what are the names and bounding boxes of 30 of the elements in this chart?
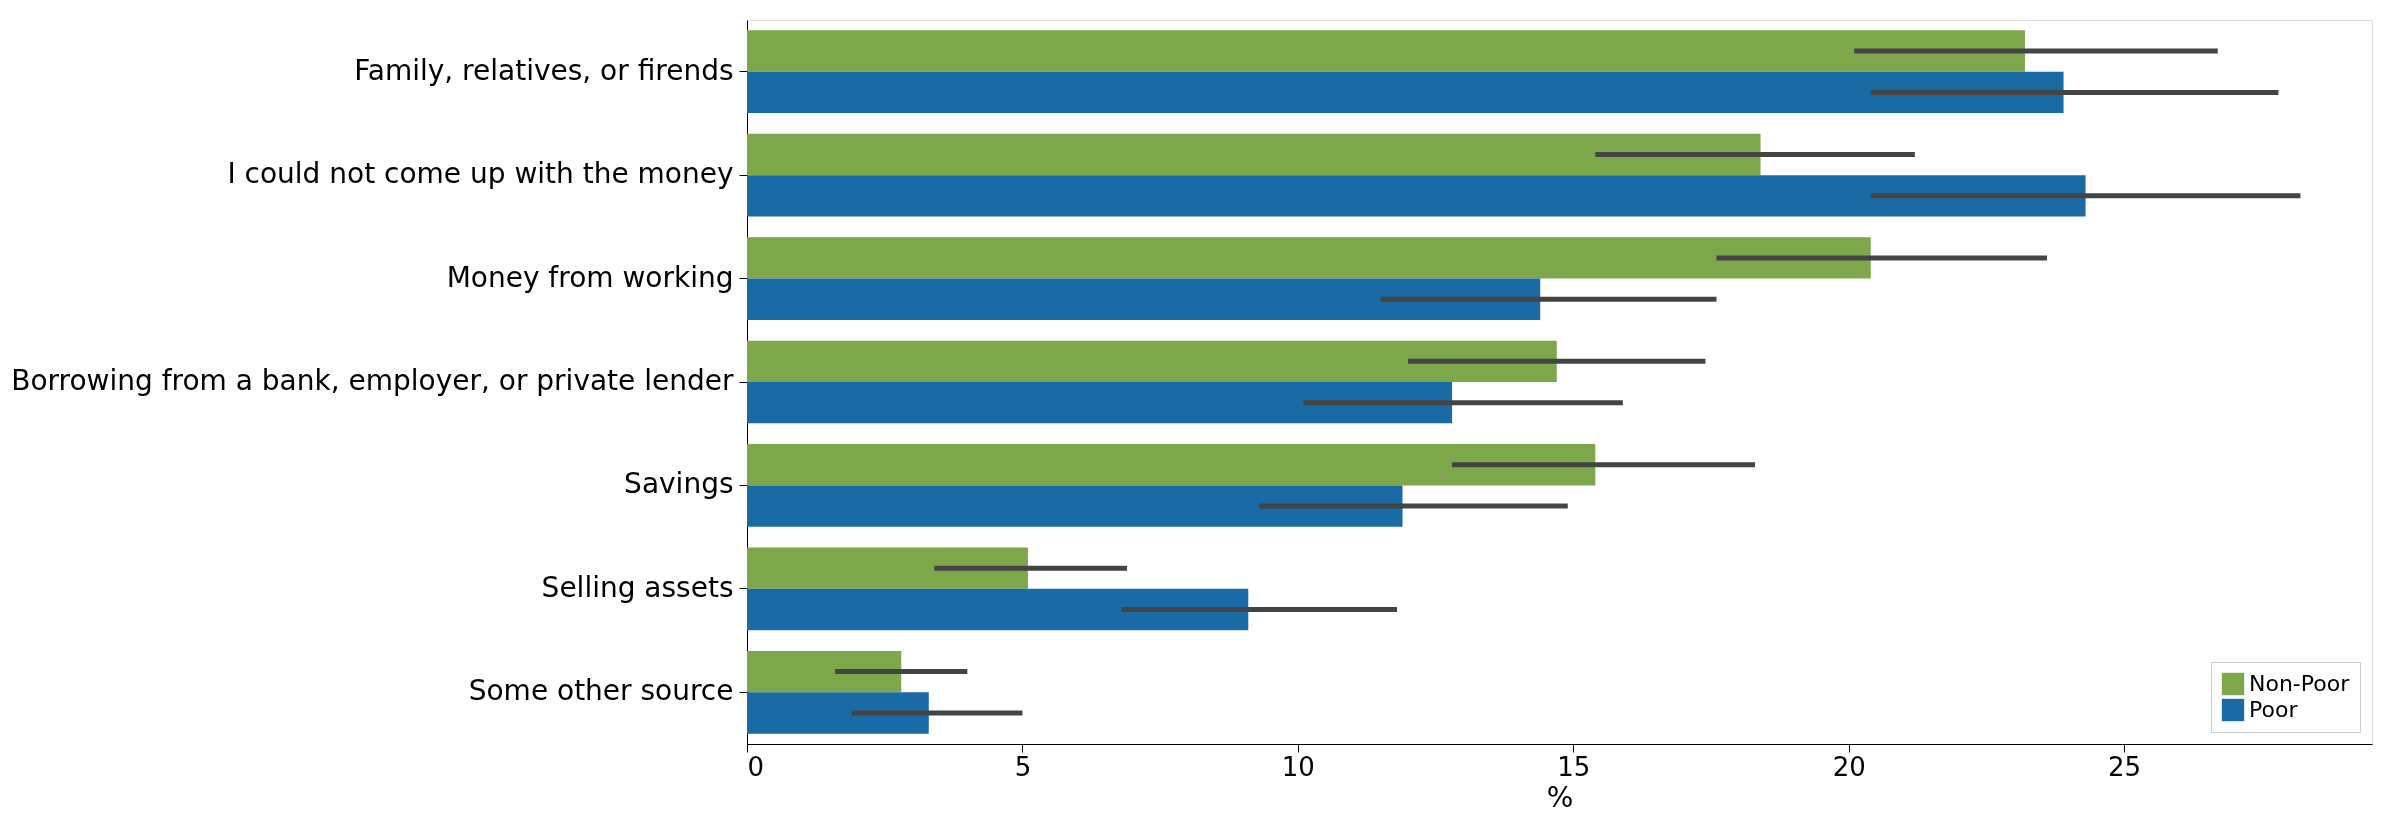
bar [747,340,1557,382]
bar [747,237,1871,279]
x-tick-label: 0 [747,751,765,782]
bar [747,485,1403,527]
bar [747,692,929,734]
x-tick-label: 20 [1832,751,1866,782]
y-tick-label: Some other source [468,674,734,708]
legend-label: Poor [2249,697,2299,722]
y-tick-label: I could not come up with the money [227,157,734,191]
bar [747,547,1028,589]
legend-label: Non-Poor [2249,671,2351,696]
bar [747,382,1453,424]
bar [747,71,2064,114]
y-tick-label: Borrowing from a bank, employer, or private lender [11,364,734,397]
bar [747,444,1596,486]
bar [747,175,2086,217]
bar [747,278,1541,320]
y-tick-label: Savings [624,467,734,501]
x-tick-label: 25 [2108,751,2142,782]
bar [747,30,2025,72]
x-axis-title: % [1546,780,1574,814]
y-tick-label: Money from working [446,260,734,294]
bar [747,133,1761,176]
bar [747,650,902,693]
x-tick-label: 15 [1557,751,1591,782]
x-tick-label: 10 [1281,751,1315,782]
x-tick-label: 5 [1014,751,1032,782]
y-tick-label: Family, relatives, or firends [354,53,734,87]
y-tick-label: Selling assets [541,570,734,604]
bar [747,588,1249,631]
